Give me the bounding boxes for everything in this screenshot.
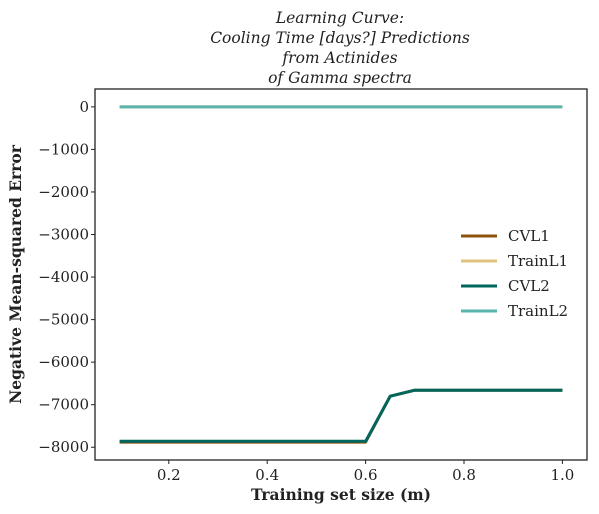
x-tick-label: 0.8 <box>452 466 476 484</box>
chart-title-line: of Gamma spectra <box>268 69 412 87</box>
y-tick-label: −3000 <box>38 226 89 244</box>
series-line-cvl1 <box>119 388 563 444</box>
legend-label: TrainL2 <box>508 302 568 320</box>
x-tick-label: 1.0 <box>550 466 574 484</box>
chart-title-line: Cooling Time [days?] Predictions <box>210 29 470 47</box>
chart-title-line: Learning Curve: <box>275 9 404 27</box>
y-tick-label: −7000 <box>38 396 89 414</box>
legend: CVL1 TrainL1 CVL2 TrainL2 <box>461 227 568 320</box>
legend-label: CVL1 <box>508 227 550 245</box>
x-tick-label: 0.6 <box>354 466 378 484</box>
chart-title: Learning Curve: Cooling Time [days?] Pred… <box>210 9 470 87</box>
y-tick-label: −2000 <box>38 183 89 201</box>
y-tick-label: −6000 <box>38 353 89 371</box>
y-tick-label: −5000 <box>38 311 89 329</box>
x-axis: 0.2 0.4 0.6 0.8 1.0 <box>157 460 574 484</box>
y-tick-label: 0 <box>79 98 89 116</box>
y-axis: 0 −1000 −2000 −3000 −4000 −5000 −6000 −7000 −800… <box>38 98 95 456</box>
x-tick-label: 0.4 <box>255 466 279 484</box>
y-axis-label: Negative Mean-squared Error <box>6 144 25 404</box>
chart-title-line: from Actinides <box>281 49 397 67</box>
y-tick-label: −8000 <box>38 438 89 456</box>
x-tick-label: 0.2 <box>157 466 181 484</box>
series-line-cvl2 <box>119 388 563 443</box>
legend-label: CVL2 <box>508 277 550 295</box>
y-tick-label: −1000 <box>38 140 89 158</box>
x-axis-label: Training set size (m) <box>251 485 431 504</box>
plot-area <box>94 88 588 461</box>
legend-label: TrainL1 <box>508 252 568 270</box>
y-tick-label: −4000 <box>38 268 89 286</box>
series-lines <box>119 105 563 444</box>
